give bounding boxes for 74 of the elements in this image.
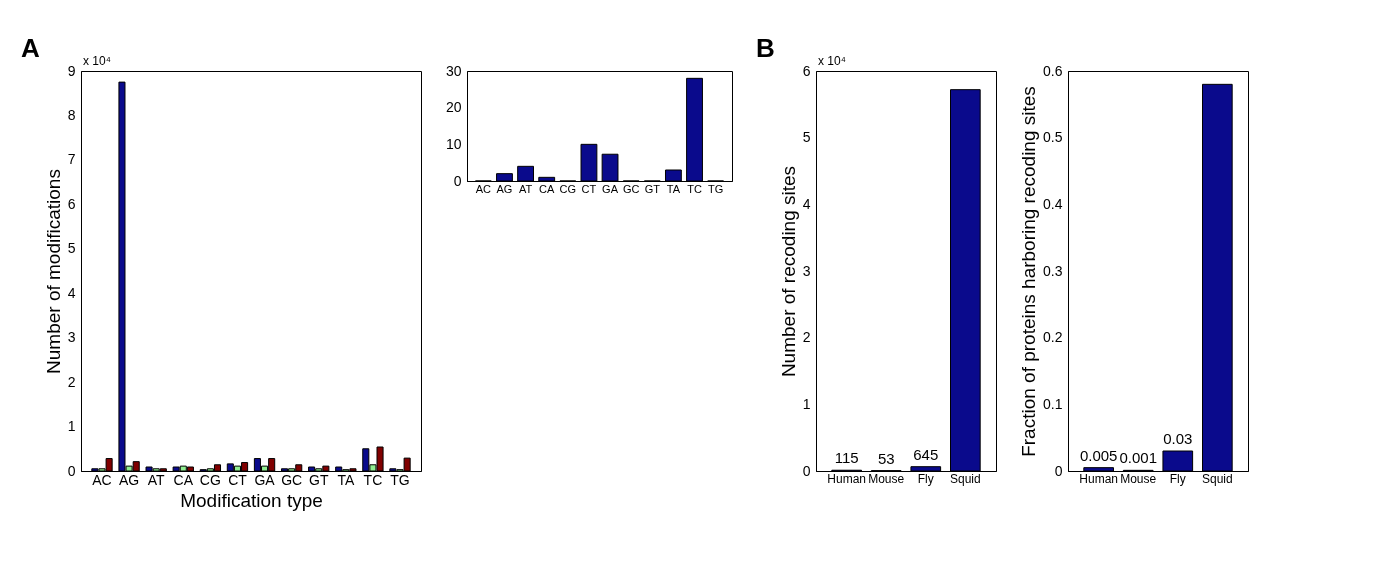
y-tick-label: 2 xyxy=(67,373,76,390)
x-tick-label: CT xyxy=(581,182,597,195)
y-tick-label: 0.4 xyxy=(1043,195,1063,212)
x-tick-label: Squid xyxy=(949,471,981,486)
x-tick-label: AG xyxy=(496,182,513,195)
y-tick-label: 0.2 xyxy=(1043,329,1063,346)
x-tick-label: AG xyxy=(118,471,140,488)
y-tick-label: 1 xyxy=(802,395,811,412)
y-axis-title: Fraction of proteins harboring recoding sites xyxy=(1018,86,1040,457)
x-tick-label: TG xyxy=(707,182,724,195)
x-tick-label: Human xyxy=(827,471,866,486)
x-tick-label: Fly xyxy=(1169,471,1186,486)
data-label: 0.001 xyxy=(1119,449,1157,467)
x-tick-label: Fly xyxy=(917,471,934,486)
x-tick-label: TA xyxy=(666,182,681,195)
y-tick-label: 6 xyxy=(67,195,76,212)
x-tick-label: Squid xyxy=(1201,471,1233,486)
x-tick-label: AT xyxy=(147,471,166,488)
y-tick-label: 9 xyxy=(67,62,76,79)
x-tick-label: TG xyxy=(390,471,410,488)
x-tick-label: GC xyxy=(622,182,640,195)
x-tick-label: Mouse xyxy=(868,471,905,486)
y-tick-label: 10 xyxy=(445,135,462,152)
y-tick-label: 1 xyxy=(67,418,76,435)
y-tick-label: 0.6 xyxy=(1043,62,1063,79)
x-tick-label: AC xyxy=(92,471,112,488)
y-tick-label: 3 xyxy=(802,262,811,279)
x-tick-label: AT xyxy=(518,182,533,195)
y-tick-label: 4 xyxy=(802,195,811,212)
x-tick-label: CG xyxy=(199,471,221,488)
data-label: 0.03 xyxy=(1163,430,1193,447)
y-axis-title: Number of recoding sites xyxy=(777,165,799,378)
x-tick-label: GT xyxy=(309,471,329,488)
x-tick-label: CT xyxy=(228,471,248,488)
y-tick-label: 5 xyxy=(802,129,811,146)
y-tick-label: 6 xyxy=(802,62,811,79)
y-tick-label: 0 xyxy=(1054,462,1063,479)
y-tick-label: 0 xyxy=(67,462,76,479)
text: x 10⁴ xyxy=(818,54,846,68)
y-axis-title: Number of modifications xyxy=(42,169,64,374)
x-tick-label: GA xyxy=(602,182,619,195)
y-tick-label: 0 xyxy=(802,462,811,479)
x-tick-label: Human xyxy=(1079,471,1118,486)
annotation: 115 xyxy=(834,449,859,467)
x-tick-label: GT xyxy=(644,182,661,195)
x-tick-label: TC xyxy=(363,471,383,488)
y-tick-label: 3 xyxy=(67,329,76,346)
y-tick-label: 7 xyxy=(67,151,76,168)
x-tick-label: CA xyxy=(173,471,194,488)
x-tick-label: TA xyxy=(337,471,355,488)
y-tick-label: 0.5 xyxy=(1043,129,1063,146)
y-tick-label: 0.3 xyxy=(1043,262,1063,279)
x-tick-label: CA xyxy=(539,182,556,195)
text: B xyxy=(756,33,775,63)
data-label: 0.005 xyxy=(1079,446,1118,464)
y-tick-label: 30 xyxy=(445,62,462,79)
annotation: 645 xyxy=(913,445,939,463)
y-tick-label: 8 xyxy=(67,106,76,123)
y-tick-label: 20 xyxy=(445,99,462,116)
x-axis-title: Modification type xyxy=(180,489,323,511)
y-tick-label: 2 xyxy=(802,329,811,346)
y-tick-label: 0 xyxy=(453,172,462,189)
x-tick-label: GC xyxy=(281,471,303,488)
y-tick-label: 0.1 xyxy=(1043,395,1063,412)
x-tick-label: AC xyxy=(475,182,492,195)
annotation: 53 xyxy=(877,449,895,467)
x-tick-label: TC xyxy=(687,182,702,195)
text: A xyxy=(21,33,40,63)
y-tick-label: 4 xyxy=(67,284,76,301)
x-tick-label: Mouse xyxy=(1120,471,1157,486)
y-tick-label: 5 xyxy=(67,240,76,257)
x-tick-label: GA xyxy=(254,471,276,488)
x-tick-label: CG xyxy=(559,182,577,195)
text: x 10⁴ xyxy=(83,54,111,68)
